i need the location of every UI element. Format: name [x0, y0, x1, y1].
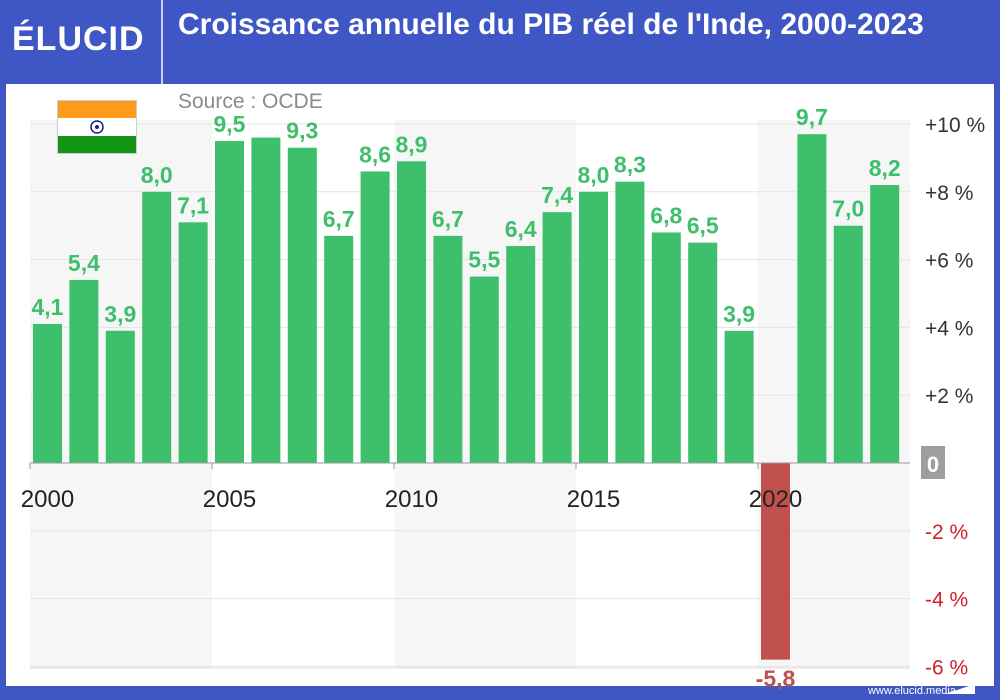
data-label: 9,3: [286, 118, 318, 144]
india-flag-icon: [57, 100, 137, 154]
bar-2023: [870, 185, 900, 463]
bar-2022: [833, 225, 863, 463]
data-label: 8,0: [141, 162, 173, 188]
bar-2000: [33, 324, 62, 463]
data-label: 6,7: [432, 206, 464, 232]
y-tick-label: -6 %: [925, 656, 968, 679]
bar-2001: [69, 279, 99, 463]
bar-2007: [287, 147, 317, 464]
bar-2005: [215, 140, 244, 463]
data-label: 4,1: [32, 294, 64, 320]
chart-title: Croissance annuelle du PIB réel de l'Ind…: [178, 8, 924, 41]
x-tick-label: 2015: [567, 486, 620, 513]
bar-2020: [761, 463, 790, 660]
data-label: 6,5: [687, 213, 719, 239]
data-label: 7,0: [832, 196, 864, 222]
data-label: 9,7: [796, 104, 828, 130]
y-tick-label: +2 %: [925, 385, 973, 408]
data-label: 6,7: [323, 206, 355, 232]
bar-2003: [142, 191, 172, 464]
data-label: 8,9: [396, 131, 428, 157]
data-label: 7,4: [541, 182, 573, 208]
x-tick-label: 2000: [21, 486, 74, 513]
bar-2012: [469, 276, 499, 463]
data-label: 3,9: [104, 301, 136, 327]
data-label: 8,2: [869, 155, 901, 181]
bar-2004: [178, 222, 208, 463]
bar-2002: [105, 330, 135, 463]
zero-label-box: [921, 446, 945, 479]
footer-url: www.elucid.media: [867, 685, 956, 697]
bar-2017: [651, 232, 681, 463]
data-label: 5,5: [468, 247, 500, 273]
elucid-logo: ÉLUCID: [12, 20, 145, 58]
header: ÉLUCID Croissance annuelle du PIB réel d…: [0, 0, 1000, 84]
header-divider: [161, 0, 163, 84]
y-tick-label: +8 %: [925, 182, 973, 205]
bar-2014: [542, 212, 572, 463]
y-tick-label: +4 %: [925, 317, 973, 340]
footer-logo-icon: [945, 684, 975, 694]
bar-2019: [724, 330, 754, 463]
x-tick-label: 2020: [749, 486, 802, 513]
bar-2010: [397, 161, 426, 464]
data-label: -5,8: [756, 666, 796, 692]
data-label: 7,1: [177, 192, 209, 218]
bar-2021: [797, 134, 827, 464]
data-label: 9,5: [214, 111, 246, 137]
data-label: 8,0: [578, 162, 610, 188]
y-tick-label: +10 %: [925, 114, 985, 137]
bar-2018: [688, 242, 718, 463]
x-tick-label: 2005: [203, 486, 256, 513]
source-note: Source : OCDE: [178, 90, 323, 113]
bar-2016: [615, 181, 645, 463]
data-label: 8,6: [359, 141, 391, 167]
y-tick-label: -2 %: [925, 521, 968, 544]
y-tick-label: +6 %: [925, 250, 973, 273]
data-label: 8,3: [614, 152, 646, 178]
y-tick-label: -4 %: [925, 589, 968, 612]
bar-2011: [433, 235, 463, 463]
bar-2013: [506, 246, 536, 463]
bar-2006: [251, 137, 281, 463]
data-label: 6,4: [505, 216, 537, 242]
data-label: 5,4: [68, 250, 100, 276]
bar-2008: [324, 235, 354, 463]
data-label: 6,8: [650, 202, 682, 228]
y-tick-label: 0: [927, 452, 939, 477]
bar-2015: [579, 191, 608, 464]
data-label: 3,9: [723, 301, 755, 327]
x-tick-label: 2010: [385, 486, 438, 513]
bar-2009: [360, 171, 390, 463]
